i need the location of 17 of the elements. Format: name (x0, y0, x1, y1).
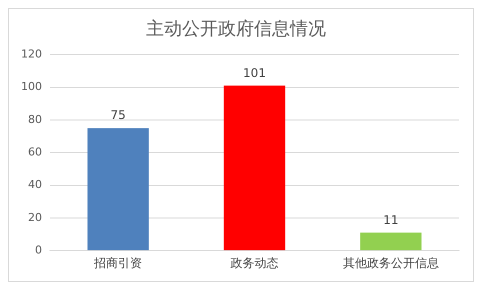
bar (87, 128, 149, 250)
y-tick-label: 60 (28, 145, 42, 158)
bar (360, 232, 422, 250)
y-tick-label: 120 (20, 47, 42, 60)
y-tick-label: 100 (20, 80, 42, 94)
x-tick-label: 其他政务公开信息 (342, 256, 439, 270)
bar (224, 86, 286, 250)
chart-title: 主动公开政府信息情况 (146, 18, 326, 40)
data-label: 11 (383, 212, 398, 227)
x-tick-label: 政务动态 (230, 256, 278, 270)
y-tick-label: 40 (28, 178, 42, 192)
x-tick-label: 招商引资 (93, 256, 142, 270)
y-tick-label: 0 (34, 243, 42, 256)
data-label: 75 (110, 108, 126, 122)
data-label: 101 (243, 66, 266, 80)
y-tick-label: 80 (28, 112, 42, 126)
y-tick-label: 20 (28, 210, 42, 224)
